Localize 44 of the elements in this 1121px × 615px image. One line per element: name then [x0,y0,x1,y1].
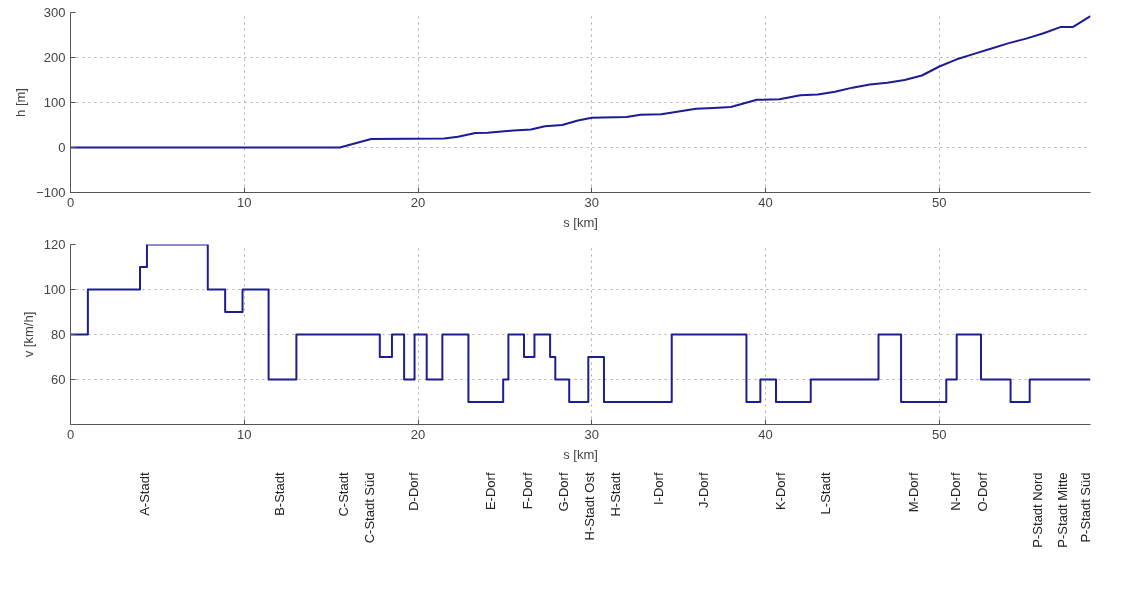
text: C-Stadt Süd [361,472,377,544]
x-tick-label: 10 [237,194,252,210]
text: J-Dorf [696,472,712,508]
text: N-Dorf [947,472,963,511]
y-tick-label: 200 [43,50,66,65]
text: P-Stadt Nord [1029,472,1045,548]
x-tick-label: 50 [932,194,947,210]
text: M-Dorf [905,472,921,513]
y-tick-label: 120 [43,237,66,252]
text: G-Dorf [556,472,572,512]
x-tick-label: 50 [932,426,947,442]
y-tick-label: 300 [43,5,66,20]
x-tick-label: 40 [758,194,773,210]
line-series [70,15,1091,149]
x-axis-title: s [km] [563,446,598,462]
text: H-Stadt [607,472,623,517]
text: L-Stadt [818,472,834,515]
text: F-Dorf [519,472,535,510]
text: C-Stadt [335,472,351,517]
text: I-Dorf [651,472,667,505]
x-tick-label: 40 [758,426,773,442]
y-tick-label: 80 [51,327,66,342]
x-tick-label: 20 [410,426,426,442]
text: H-Stadt Ost [582,472,598,541]
y-axis-title: h [m] [13,88,29,117]
x-tick-label: 10 [237,426,252,442]
y-tick-label: 0 [58,140,66,155]
text: E-Dorf [482,472,498,511]
y-tick-label: 100 [43,95,66,110]
y-axis-title: v [km/h] [20,311,36,358]
y-tick-label: −100 [36,185,66,200]
y-tick-label: 60 [51,372,66,387]
x-axis-title: s [km] [563,214,598,230]
text: P-Stadt Süd [1078,472,1094,543]
x-tick-label: 30 [584,426,600,442]
text: A-Stadt [136,472,152,516]
x-tick-label: 30 [584,194,600,210]
text: D-Dorf [405,472,421,511]
text: P-Stadt Mitte [1054,472,1070,548]
x-tick-label: 20 [410,194,426,210]
text: B-Stadt [271,472,287,516]
text: K-Dorf [773,472,789,511]
y-tick-label: 100 [43,282,66,297]
text: O-Dorf [975,472,991,512]
